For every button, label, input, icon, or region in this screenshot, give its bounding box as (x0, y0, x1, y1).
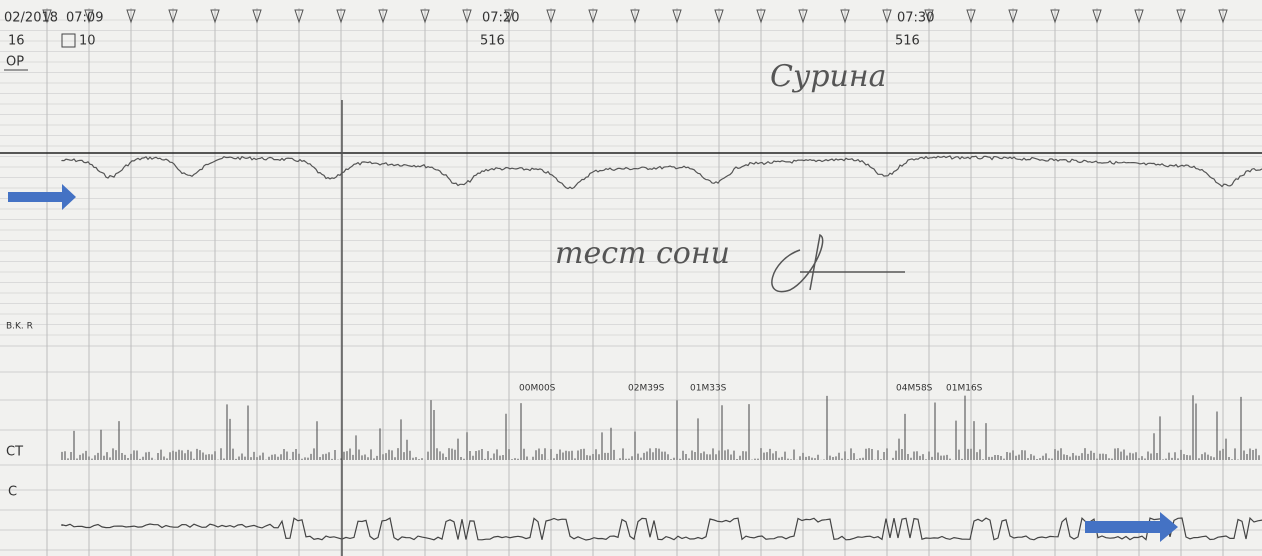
tick-marker (672, 9, 682, 24)
tick-marker (1008, 9, 1018, 24)
arrow (1085, 512, 1178, 542)
tick-marker (882, 9, 892, 24)
tick-marker (42, 9, 52, 24)
tick-marker (798, 9, 808, 24)
timer: 04M58S (896, 384, 933, 394)
arrow (8, 184, 76, 210)
counter-icon (61, 33, 76, 48)
counter: 10 (79, 34, 96, 49)
tick-marker (714, 9, 724, 24)
tick-marker (336, 9, 346, 24)
tick-marker (1092, 9, 1102, 24)
channel-label: CT (6, 445, 23, 460)
handwriting: тест сони (555, 236, 730, 271)
traces (61, 155, 1262, 541)
time-code: 516 (895, 34, 920, 49)
time-mark: 07:30 (897, 11, 934, 26)
tick-marker (1050, 9, 1060, 24)
tick-marker (210, 9, 220, 24)
fhr-trace (61, 155, 1262, 190)
grid (0, 8, 1262, 556)
tick-marker (504, 9, 514, 24)
tick-marker (168, 9, 178, 24)
tick-marker (1218, 9, 1228, 24)
tick-marker (756, 9, 766, 24)
uc-trace (61, 516, 1262, 541)
tick-marker (588, 9, 598, 24)
timer: 00M00S (519, 384, 556, 394)
tick-marker (126, 9, 136, 24)
timer: 01M33S (690, 384, 727, 394)
row-label: 16 (8, 34, 25, 49)
time-code: 516 (480, 34, 505, 49)
date: 02/2018 (4, 11, 58, 26)
signature (771, 233, 905, 293)
tick-marker (924, 9, 934, 24)
tick-marker (966, 9, 976, 24)
tick-marker (84, 9, 94, 24)
tick-marker (252, 9, 262, 24)
tick-marker (420, 9, 430, 24)
tick-marker (378, 9, 388, 24)
tick-marker (546, 9, 556, 24)
timer: 02M39S (628, 384, 665, 394)
channel-label: C (8, 485, 17, 500)
tick-marker (840, 9, 850, 24)
tick-marker (1176, 9, 1186, 24)
tick-marker (294, 9, 304, 24)
channel-label: B.K. R (6, 322, 33, 332)
start-time: 07:09 (66, 11, 103, 26)
time-mark: 07:20 (482, 11, 519, 26)
timer: 01M16S (946, 384, 983, 394)
handwriting: Сурина (770, 59, 887, 94)
tick-marker (630, 9, 640, 24)
tick-marker (1134, 9, 1144, 24)
tick-marker (462, 9, 472, 24)
channel-label: OP (6, 55, 24, 70)
